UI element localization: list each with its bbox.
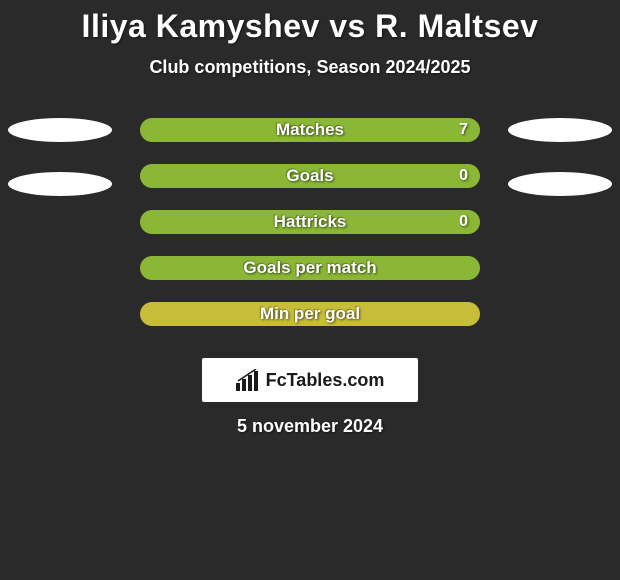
stat-bar: Goals per match — [140, 256, 480, 280]
logo-text: FcTables.com — [266, 370, 385, 391]
right-placeholder — [516, 256, 620, 280]
stat-row: Goals0 — [0, 164, 620, 210]
stat-row: Goals per match — [0, 256, 620, 302]
stat-bar: Min per goal — [140, 302, 480, 326]
right-ellipse — [508, 172, 612, 196]
logo: FcTables.com — [236, 369, 385, 391]
bar-label: Min per goal — [140, 304, 480, 324]
bar-value: 0 — [459, 213, 468, 231]
right-ellipse — [508, 118, 612, 142]
left-placeholder — [0, 302, 104, 326]
logo-box[interactable]: FcTables.com — [202, 358, 418, 402]
left-placeholder — [0, 256, 104, 280]
left-ellipse — [8, 172, 112, 196]
bar-label: Hattricks — [140, 212, 480, 232]
right-placeholder — [516, 302, 620, 326]
bar-label: Goals per match — [140, 258, 480, 278]
stat-row: Matches7 — [0, 118, 620, 164]
stat-row: Hattricks0 — [0, 210, 620, 256]
left-placeholder — [0, 210, 104, 234]
stat-bar: Goals0 — [140, 164, 480, 188]
bar-label: Goals — [140, 166, 480, 186]
stat-bar: Hattricks0 — [140, 210, 480, 234]
right-placeholder — [516, 210, 620, 234]
stat-bar: Matches7 — [140, 118, 480, 142]
bar-value: 7 — [459, 121, 468, 139]
stats-card: Iliya Kamyshev vs R. Maltsev Club compet… — [0, 0, 620, 437]
bar-value: 0 — [459, 167, 468, 185]
stat-rows: Matches7Goals0Hattricks0Goals per matchM… — [0, 118, 620, 348]
left-ellipse — [8, 118, 112, 142]
page-title: Iliya Kamyshev vs R. Maltsev — [0, 8, 620, 45]
subtitle: Club competitions, Season 2024/2025 — [0, 57, 620, 78]
bars-icon — [236, 369, 262, 391]
bar-label: Matches — [140, 120, 480, 140]
date-text: 5 november 2024 — [0, 416, 620, 437]
stat-row: Min per goal — [0, 302, 620, 348]
